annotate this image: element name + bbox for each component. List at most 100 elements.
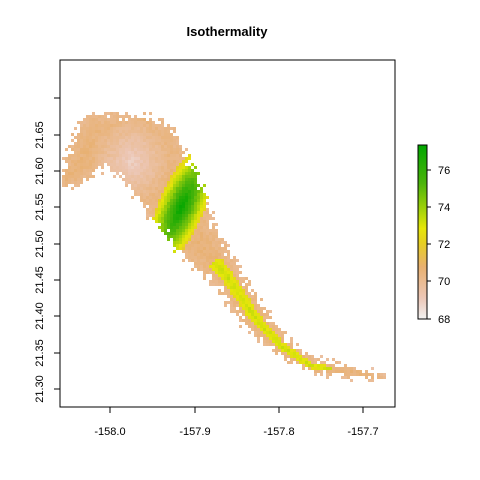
raster-cell: [275, 331, 278, 334]
raster-cell: [242, 304, 245, 307]
raster-cell: [140, 163, 143, 166]
raster-cell: [92, 139, 95, 142]
raster-cell: [80, 121, 83, 124]
raster-cell: [170, 208, 173, 211]
raster-cell: [230, 283, 233, 286]
raster-cell: [113, 112, 116, 115]
raster-cell: [92, 133, 95, 136]
raster-cell: [212, 235, 215, 238]
raster-cell: [224, 268, 227, 271]
raster-cell: [125, 169, 128, 172]
raster-cell: [212, 274, 215, 277]
raster-cell: [191, 193, 194, 196]
raster-cell: [257, 313, 260, 316]
raster-cell: [212, 271, 215, 274]
raster-cell: [203, 268, 206, 271]
raster-cell: [236, 265, 239, 268]
raster-cell: [146, 154, 149, 157]
raster-cell: [233, 271, 236, 274]
raster-cell: [200, 253, 203, 256]
raster-cell: [149, 181, 152, 184]
raster-cell: [251, 322, 254, 325]
raster-cell: [68, 178, 71, 181]
raster-cell: [332, 358, 335, 361]
raster-cell: [149, 157, 152, 160]
raster-cell: [122, 172, 125, 175]
raster-cell: [227, 277, 230, 280]
raster-cell: [380, 373, 383, 376]
raster-cell: [188, 244, 191, 247]
raster-cell: [284, 355, 287, 358]
raster-cell: [182, 193, 185, 196]
raster-cell: [149, 196, 152, 199]
raster-cell: [77, 181, 80, 184]
raster-cell: [170, 184, 173, 187]
raster-cell: [242, 319, 245, 322]
raster-cell: [200, 265, 203, 268]
raster-cell: [194, 259, 197, 262]
raster-cell: [176, 205, 179, 208]
raster-cell: [146, 217, 149, 220]
raster-cell: [134, 145, 137, 148]
raster-cell: [146, 214, 149, 217]
raster-cell: [323, 367, 326, 370]
raster-cell: [152, 133, 155, 136]
raster-cell: [194, 166, 197, 169]
raster-cell: [200, 196, 203, 199]
raster-cell: [128, 121, 131, 124]
raster-cell: [206, 217, 209, 220]
raster-cell: [125, 121, 128, 124]
raster-cell: [137, 145, 140, 148]
raster-cell: [134, 193, 137, 196]
raster-cell: [80, 136, 83, 139]
raster-cell: [203, 229, 206, 232]
raster-cell: [152, 142, 155, 145]
raster-cell: [197, 226, 200, 229]
raster-cell: [203, 217, 206, 220]
raster-cell: [71, 178, 74, 181]
raster-cell: [248, 310, 251, 313]
raster-cell: [173, 157, 176, 160]
raster-cell: [287, 352, 290, 355]
raster-cell: [140, 142, 143, 145]
raster-cell: [212, 265, 215, 268]
raster-cell: [158, 199, 161, 202]
raster-cell: [110, 124, 113, 127]
raster-cell: [332, 367, 335, 370]
raster-cell: [257, 307, 260, 310]
raster-cell: [179, 208, 182, 211]
legend-colorbar: [417, 144, 428, 320]
raster-cell: [125, 184, 128, 187]
raster-cell: [236, 283, 239, 286]
raster-cell: [110, 133, 113, 136]
raster-cell: [287, 355, 290, 358]
raster-cell: [110, 139, 113, 142]
raster-cell: [140, 151, 143, 154]
raster-cell: [263, 337, 266, 340]
raster-cell: [254, 331, 257, 334]
raster-cell: [128, 133, 131, 136]
raster-cell: [146, 211, 149, 214]
raster-cell: [167, 136, 170, 139]
raster-cell: [173, 136, 176, 139]
raster-cell: [191, 202, 194, 205]
raster-cell: [125, 178, 128, 181]
raster-cell: [206, 226, 209, 229]
raster-cell: [266, 328, 269, 331]
raster-cell: [263, 322, 266, 325]
raster-cell: [176, 139, 179, 142]
raster-cell: [182, 259, 185, 262]
raster-cell: [119, 151, 122, 154]
raster-cell: [83, 124, 86, 127]
color-legend: 68 70 72 74 76: [417, 144, 450, 326]
raster-cell: [161, 160, 164, 163]
raster-cell: [194, 247, 197, 250]
raster-cell: [122, 145, 125, 148]
raster-cell: [170, 148, 173, 151]
raster-cell: [332, 370, 335, 373]
raster-cell: [176, 232, 179, 235]
raster-cell: [113, 118, 116, 121]
raster-cell: [227, 265, 230, 268]
raster-cell: [377, 376, 380, 379]
raster-cell: [83, 172, 86, 175]
